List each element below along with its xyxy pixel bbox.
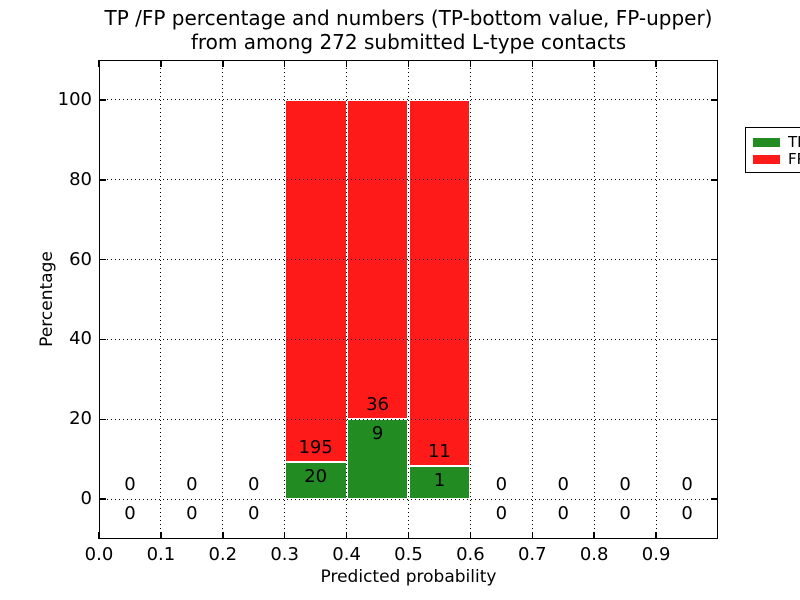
x-gridline xyxy=(593,60,595,539)
tp-count-label: 0 xyxy=(681,503,693,525)
x-tick-mark xyxy=(283,532,286,539)
x-gridline xyxy=(98,60,100,539)
x-tick-mark xyxy=(469,532,472,539)
tp-count-label: 0 xyxy=(124,503,136,525)
tp-bar-segment xyxy=(408,465,471,500)
x-axis-label: Predicted probability xyxy=(320,567,497,587)
y-tick-label: 40 xyxy=(69,328,92,350)
tp-count-label: 9 xyxy=(371,423,384,445)
x-tick-mark xyxy=(98,532,100,539)
x-gridline xyxy=(469,60,471,539)
x-gridline xyxy=(655,60,657,539)
fp-count-label: 36 xyxy=(366,394,389,416)
x-tick-label: 0.1 xyxy=(146,544,176,565)
x-tick-mark xyxy=(345,60,348,67)
tp-count-label: 1 xyxy=(433,469,446,491)
y-tick-label: 80 xyxy=(69,168,92,190)
tp-count-label: 20 xyxy=(304,465,328,487)
tp-legend-swatch xyxy=(753,138,780,147)
y-tick-mark xyxy=(99,179,106,181)
fp-bar-segment xyxy=(284,99,347,462)
fp-legend-label: FP xyxy=(788,150,800,168)
fp-count-label: 0 xyxy=(248,474,260,496)
x-tick-mark xyxy=(593,532,595,539)
x-tick-label: 0.7 xyxy=(517,544,547,565)
y-tick-mark xyxy=(99,99,106,101)
x-tick-mark xyxy=(98,60,100,67)
tp-count-label: 0 xyxy=(619,503,631,525)
y-tick-mark xyxy=(99,258,106,261)
y-tick-label: 100 xyxy=(57,88,92,110)
y-tick-mark xyxy=(711,418,718,420)
y-tick-label: 60 xyxy=(69,248,92,270)
tp-legend-label: TP xyxy=(788,133,800,151)
x-tick-mark xyxy=(407,60,410,67)
y-tick-mark xyxy=(99,418,106,420)
legend-entry-tp: TP xyxy=(753,134,800,151)
x-tick-label: 0.2 xyxy=(208,544,238,565)
x-gridline xyxy=(160,60,162,539)
y-tick-mark xyxy=(711,179,718,181)
x-tick-label: 0.9 xyxy=(641,544,671,565)
x-gridline xyxy=(346,60,348,539)
tp-count-label: 0 xyxy=(248,503,260,525)
x-tick-mark xyxy=(345,532,348,539)
fp-count-label: 0 xyxy=(124,474,136,496)
chart-title: TP /FP percentage and numbers (TP-bottom… xyxy=(99,6,718,54)
x-gridline xyxy=(222,60,224,539)
x-gridline xyxy=(531,60,533,539)
tp-bar-segment xyxy=(284,461,347,500)
chart-title-line2: from among 272 submitted L-type contacts xyxy=(190,30,627,54)
x-tick-mark xyxy=(655,532,657,539)
tp-bar-segment xyxy=(346,419,409,500)
tp-count-label: 0 xyxy=(495,503,508,525)
x-tick-label: 0.6 xyxy=(456,544,485,565)
x-gridline xyxy=(408,60,409,539)
y-tick-mark xyxy=(99,338,106,341)
fp-count-label: 0 xyxy=(619,474,631,496)
x-gridline xyxy=(284,60,286,539)
y-tick-mark xyxy=(711,99,718,101)
x-tick-mark xyxy=(222,60,224,67)
x-tick-mark xyxy=(160,532,162,539)
x-tick-mark xyxy=(593,60,595,67)
x-tick-label: 0.5 xyxy=(394,544,423,565)
x-tick-mark xyxy=(531,60,534,67)
fp-bar-segment xyxy=(408,99,471,466)
fp-count-label: 195 xyxy=(298,436,333,458)
fp-legend-swatch xyxy=(753,155,780,164)
x-tick-mark xyxy=(407,532,410,539)
legend: TP FP xyxy=(745,127,800,173)
tp-count-label: 0 xyxy=(557,503,569,525)
fp-count-label: 0 xyxy=(681,474,693,496)
tp-count-label: 0 xyxy=(186,503,198,525)
y-tick-label: 20 xyxy=(69,408,92,430)
x-tick-mark xyxy=(160,60,162,67)
x-tick-mark xyxy=(469,60,472,67)
y-tick-mark xyxy=(711,338,718,341)
y-tick-mark xyxy=(711,258,718,261)
x-tick-mark xyxy=(531,532,534,539)
x-tick-label: 0.4 xyxy=(332,544,361,565)
fp-count-label: 0 xyxy=(557,474,569,496)
fp-count-label: 0 xyxy=(495,474,508,496)
x-tick-mark xyxy=(655,60,657,67)
fp-count-label: 11 xyxy=(427,440,451,462)
fp-count-label: 0 xyxy=(186,474,198,496)
y-tick-label: 0 xyxy=(80,488,92,510)
x-tick-label: 0.8 xyxy=(579,544,609,565)
chart-title-line1: TP /FP percentage and numbers (TP-bottom… xyxy=(104,6,713,30)
x-tick-label: 0.3 xyxy=(270,544,299,565)
x-tick-mark xyxy=(283,60,286,67)
x-tick-label: 0.0 xyxy=(84,544,114,565)
x-tick-mark xyxy=(222,532,224,539)
y-tick-mark xyxy=(711,498,718,500)
y-tick-mark xyxy=(99,498,106,500)
legend-entry-fp: FP xyxy=(753,151,800,168)
